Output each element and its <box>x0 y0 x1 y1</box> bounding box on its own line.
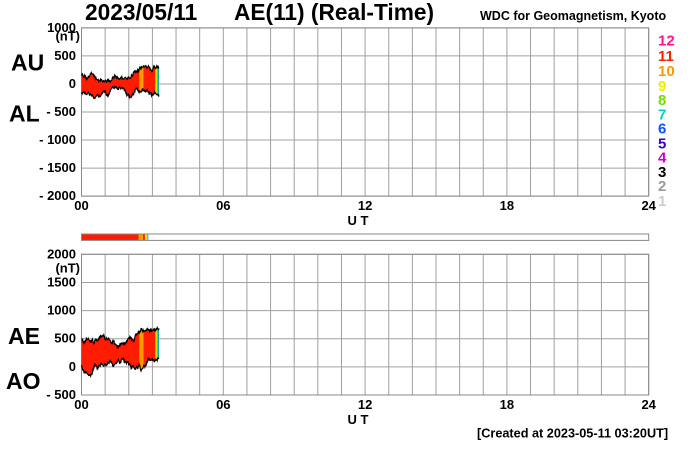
svg-text:- 500: - 500 <box>46 387 76 402</box>
svg-text:2023/05/11: 2023/05/11 <box>85 0 197 25</box>
svg-text:AO: AO <box>6 368 41 394</box>
svg-text:U T: U T <box>348 213 369 228</box>
svg-text:- 1000: - 1000 <box>39 132 76 147</box>
svg-text:24: 24 <box>641 397 656 412</box>
svg-text:12: 12 <box>358 397 372 412</box>
svg-text:(nT): (nT) <box>55 29 80 44</box>
svg-text:- 2000: - 2000 <box>39 188 76 203</box>
svg-text:1500: 1500 <box>47 274 76 289</box>
svg-text:(nT): (nT) <box>55 260 80 275</box>
svg-text:[Created at 2023-05-11 03:20UT: [Created at 2023-05-11 03:20UT] <box>477 427 668 441</box>
svg-text:00: 00 <box>74 397 88 412</box>
svg-text:18: 18 <box>500 397 514 412</box>
svg-text:2000: 2000 <box>47 246 76 261</box>
svg-text:AE: AE <box>8 323 40 349</box>
svg-text:- 1500: - 1500 <box>39 160 76 175</box>
svg-text:18: 18 <box>500 198 514 213</box>
svg-text:0: 0 <box>69 359 76 374</box>
svg-text:0: 0 <box>69 76 76 91</box>
svg-text:500: 500 <box>54 48 76 63</box>
svg-text:00: 00 <box>74 198 88 213</box>
svg-text:AU: AU <box>11 49 44 75</box>
svg-text:12: 12 <box>358 198 372 213</box>
svg-text:AE(11) (Real-Time): AE(11) (Real-Time) <box>234 0 434 25</box>
svg-text:06: 06 <box>216 397 230 412</box>
svg-text:AL: AL <box>9 100 40 126</box>
svg-text:- 500: - 500 <box>46 104 76 119</box>
svg-text:06: 06 <box>216 198 230 213</box>
svg-text:U T: U T <box>348 412 369 427</box>
svg-text:1: 1 <box>658 193 666 210</box>
svg-text:1000: 1000 <box>47 303 76 318</box>
svg-text:WDC for Geomagnetism, Kyoto: WDC for Geomagnetism, Kyoto <box>480 9 666 23</box>
svg-text:500: 500 <box>54 331 76 346</box>
svg-text:24: 24 <box>641 198 656 213</box>
